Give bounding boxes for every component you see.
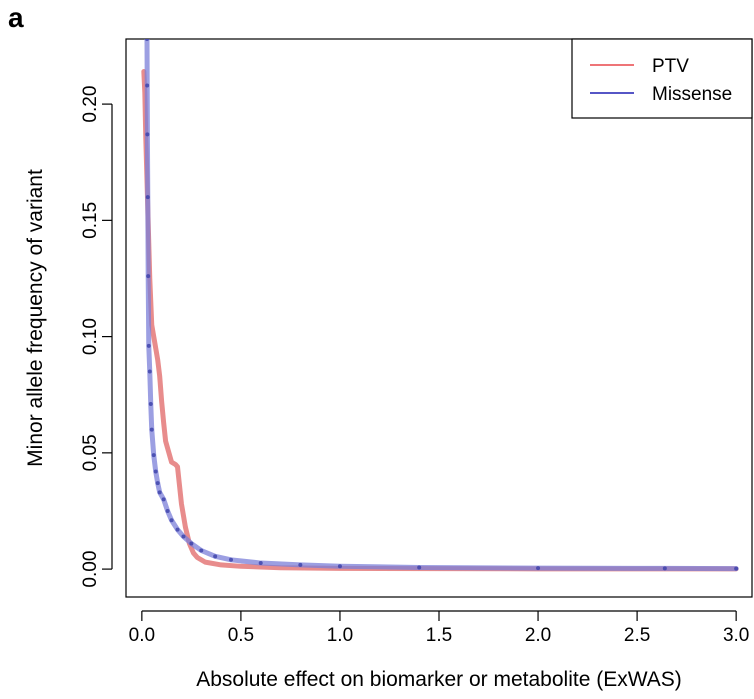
- data-point-missense: [165, 508, 170, 513]
- data-point-missense: [147, 369, 152, 374]
- y-tick-label: 0.00: [80, 551, 101, 588]
- data-point-missense: [145, 132, 150, 137]
- data-point-missense: [169, 518, 174, 523]
- data-point-missense: [144, 39, 149, 41]
- data-point-missense: [181, 534, 186, 539]
- legend-box: [571, 38, 753, 119]
- x-tick-label: 1.5: [426, 625, 452, 646]
- series-group: [141, 21, 739, 572]
- y-tick-label: 0.15: [80, 202, 101, 239]
- data-point-missense: [734, 566, 739, 571]
- data-point-missense: [157, 490, 162, 495]
- data-point-missense: [145, 21, 149, 25]
- x-tick-label: 0.5: [228, 625, 254, 646]
- data-point-missense: [155, 481, 160, 486]
- x-tick-label: 1.0: [327, 625, 353, 646]
- data-point-missense: [151, 453, 156, 458]
- plot-frame: [125, 38, 753, 598]
- data-point-missense: [199, 548, 204, 553]
- y-tick-label: 0.20: [80, 86, 101, 123]
- data-point-missense: [153, 469, 158, 474]
- data-point-missense: [298, 562, 303, 567]
- data-point-missense: [337, 564, 342, 569]
- series-line-missense: [144, 39, 739, 572]
- x-tick-label: 2.5: [624, 625, 650, 646]
- data-point-missense: [161, 497, 166, 502]
- data-point-missense: [662, 566, 667, 571]
- x-tick-label: 2.0: [525, 625, 551, 646]
- x-axis-title: Absolute effect on biomarker or metaboli…: [196, 668, 682, 691]
- y-tick-label: 0.05: [80, 434, 101, 471]
- data-point-missense: [148, 402, 153, 407]
- y-tick-label: 0.10: [80, 318, 101, 355]
- legend-label-missense: Missense: [652, 84, 732, 105]
- x-tick-label: 0.0: [129, 625, 155, 646]
- data-point-missense: [228, 557, 233, 562]
- data-point-missense: [258, 561, 263, 566]
- data-point-missense: [146, 274, 151, 279]
- x-tick-label: 3.0: [723, 625, 749, 646]
- data-point-missense: [149, 427, 154, 432]
- panel-label: a: [8, 2, 24, 33]
- data-point-missense: [536, 566, 541, 571]
- data-point-missense: [145, 83, 150, 88]
- data-point-missense: [213, 554, 218, 559]
- data-point-missense: [145, 195, 150, 200]
- legend-label-ptv: PTV: [652, 56, 689, 77]
- data-point-missense: [146, 343, 151, 348]
- series-line-ptv: [141, 69, 739, 572]
- data-point-missense: [175, 527, 180, 532]
- y-axis-title: Minor allele frequency of variant: [24, 169, 47, 467]
- data-point-missense: [189, 541, 194, 546]
- data-point-missense: [417, 565, 422, 570]
